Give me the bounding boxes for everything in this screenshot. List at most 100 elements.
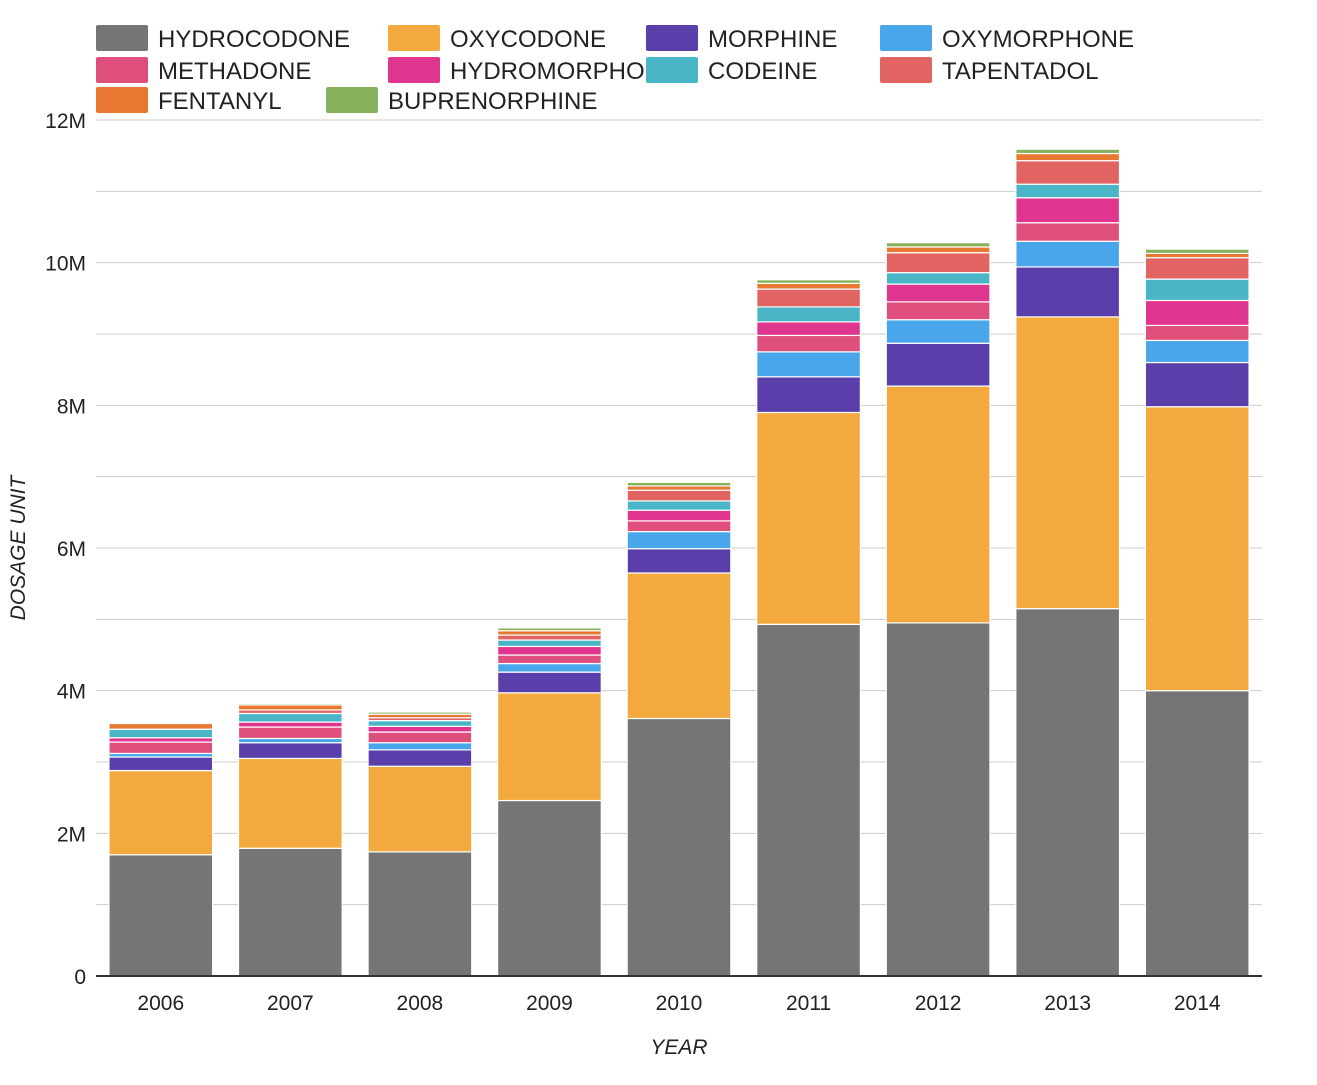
legend-item-methadone: METHADONE bbox=[96, 57, 311, 85]
bar-segment-codeine-2013 bbox=[1015, 183, 1121, 199]
legend-label: HYDROCODONE bbox=[158, 26, 350, 53]
legend-item-morphine: MORPHINE bbox=[646, 25, 837, 53]
bar-segment-hydromorphone-2010 bbox=[626, 509, 732, 522]
bar-segment-codeine-2012 bbox=[885, 272, 991, 285]
y-tick-label: 10M bbox=[45, 253, 86, 276]
legend-swatch bbox=[880, 25, 932, 51]
bar-segment-oxymorphone-2010 bbox=[626, 530, 732, 550]
bar-segment-codeine-2011 bbox=[756, 306, 861, 323]
bar-segment-tapentadol-2014 bbox=[1144, 257, 1250, 280]
legend-label: METHADONE bbox=[158, 58, 311, 85]
legend-swatch bbox=[388, 57, 440, 83]
legend-label: CODEINE bbox=[708, 58, 817, 85]
bar-segment-hydrocodone-2010 bbox=[626, 717, 732, 977]
x-tick-label: 2010 bbox=[656, 992, 703, 1015]
bar-segment-buprenorphine-2011 bbox=[756, 279, 861, 284]
bar-segment-buprenorphine-2008 bbox=[367, 711, 473, 715]
bar-segment-codeine-2010 bbox=[626, 500, 732, 511]
bar-segment-fentanyl-2012 bbox=[885, 246, 991, 254]
x-tick-label: 2009 bbox=[526, 992, 573, 1015]
bar-segment-methadone-2012 bbox=[885, 301, 991, 321]
y-tick-label: 8M bbox=[57, 395, 86, 418]
bar-segment-methadone-2013 bbox=[1015, 222, 1121, 242]
y-tick-label: 12M bbox=[45, 110, 86, 133]
legend: HYDROCODONE OXYCODONE MORPHINE OXYMORPHONE M… bbox=[96, 25, 1134, 115]
legend-item-fentanyl: FENTANYL bbox=[96, 87, 282, 115]
bar-segment-buprenorphine-2012 bbox=[885, 242, 991, 248]
bar-segment-fentanyl-2010 bbox=[626, 485, 732, 491]
bar-segment-hydromorphone-2012 bbox=[885, 283, 991, 303]
legend-swatch bbox=[880, 57, 932, 83]
bar-segment-buprenorphine-2007 bbox=[237, 702, 343, 706]
x-tick-label: 2011 bbox=[786, 992, 831, 1015]
legend-swatch bbox=[326, 87, 378, 113]
bar-segment-oxycodone-2013 bbox=[1015, 316, 1121, 610]
bar-segment-oxymorphone-2013 bbox=[1015, 240, 1121, 268]
bar-segment-oxycodone-2008 bbox=[367, 765, 473, 853]
bar-segment-buprenorphine-2014 bbox=[1144, 248, 1250, 254]
legend-label: FENTANYL bbox=[158, 88, 282, 115]
bar-segment-methadone-2009 bbox=[497, 654, 602, 665]
legend-item-buprenorphine: BUPRENORPHINE bbox=[326, 87, 597, 115]
x-tick-label: 2006 bbox=[137, 992, 184, 1015]
bar-segment-methadone-2007 bbox=[237, 726, 343, 740]
bar-segment-buprenorphine-2009 bbox=[497, 627, 602, 632]
bar-segment-morphine-2007 bbox=[237, 742, 343, 760]
legend-item-hydrocodone: HYDROCODONE bbox=[96, 25, 350, 53]
bar-segment-oxymorphone-2007 bbox=[237, 737, 343, 744]
bar-segment-tapentadol-2009 bbox=[497, 634, 602, 641]
legend-item-oxymorphone: OXYMORPHONE bbox=[880, 25, 1134, 53]
bar-segment-methadone-2010 bbox=[626, 520, 732, 533]
legend-label: TAPENTADOL bbox=[942, 58, 1098, 85]
bar-segment-hydrocodone-2013 bbox=[1015, 608, 1121, 977]
bar-segment-oxymorphone-2014 bbox=[1144, 339, 1250, 364]
legend-swatch bbox=[646, 25, 698, 51]
x-tick-label: 2007 bbox=[267, 992, 314, 1015]
legend-label: BUPRENORPHINE bbox=[388, 88, 597, 115]
bar-segment-buprenorphine-2006 bbox=[108, 722, 214, 725]
bar-segment-codeine-2008 bbox=[367, 720, 473, 727]
bar-segment-codeine-2009 bbox=[497, 639, 602, 648]
legend-label: MORPHINE bbox=[708, 26, 837, 53]
bar-stack-2006 bbox=[108, 722, 214, 977]
x-tick-label: 2012 bbox=[915, 992, 962, 1015]
bar-segment-tapentadol-2013 bbox=[1015, 160, 1121, 185]
bars bbox=[108, 148, 1250, 977]
bar-segment-morphine-2006 bbox=[108, 756, 214, 772]
legend-label: OXYMORPHONE bbox=[942, 26, 1134, 53]
bar-segment-morphine-2012 bbox=[885, 342, 991, 387]
bar-segment-oxycodone-2007 bbox=[237, 757, 343, 849]
bar-segment-hydrocodone-2006 bbox=[108, 854, 214, 977]
bar-segment-oxycodone-2011 bbox=[756, 411, 861, 625]
bar-segment-oxycodone-2010 bbox=[626, 572, 732, 720]
bar-segment-methadone-2006 bbox=[108, 741, 214, 755]
bar-segment-hydrocodone-2009 bbox=[497, 799, 602, 977]
bar-segment-fentanyl-2014 bbox=[1144, 252, 1250, 259]
bar-segment-codeine-2014 bbox=[1144, 278, 1250, 302]
bar-segment-oxycodone-2012 bbox=[885, 385, 991, 624]
bar-segment-hydromorphone-2007 bbox=[237, 721, 343, 728]
bar-segment-fentanyl-2011 bbox=[756, 282, 861, 290]
bar-segment-methadone-2014 bbox=[1144, 324, 1250, 342]
legend-label: OXYCODONE bbox=[450, 26, 606, 53]
bar-segment-fentanyl-2006 bbox=[108, 722, 214, 730]
y-tick-label: 6M bbox=[57, 538, 86, 561]
bar-segment-morphine-2008 bbox=[367, 749, 473, 767]
legend-item-hydromorphone: HYDROMORPHONE bbox=[388, 57, 678, 85]
bar-segment-morphine-2014 bbox=[1144, 361, 1250, 408]
bar-segment-methadone-2008 bbox=[367, 731, 473, 744]
bar-segment-codeine-2007 bbox=[237, 712, 343, 723]
bar-stack-2012 bbox=[885, 242, 991, 977]
legend-swatch bbox=[388, 25, 440, 51]
x-tick-label: 2013 bbox=[1044, 992, 1091, 1015]
legend-item-codeine: CODEINE bbox=[646, 57, 817, 85]
y-tick-labels: 0 2M 4M 6M 8M 10M 12M bbox=[45, 110, 86, 989]
legend-item-oxycodone: OXYCODONE bbox=[388, 25, 606, 53]
bar-segment-hydromorphone-2008 bbox=[367, 725, 473, 733]
legend-swatch bbox=[96, 57, 148, 83]
bar-segment-oxymorphone-2008 bbox=[367, 742, 473, 751]
x-tick-labels: 2006 2007 2008 2009 2010 2011 2012 2013 2014 bbox=[137, 992, 1220, 1015]
x-tick-label: 2014 bbox=[1174, 992, 1221, 1015]
legend-item-tapentadol: TAPENTADOL bbox=[880, 57, 1098, 85]
